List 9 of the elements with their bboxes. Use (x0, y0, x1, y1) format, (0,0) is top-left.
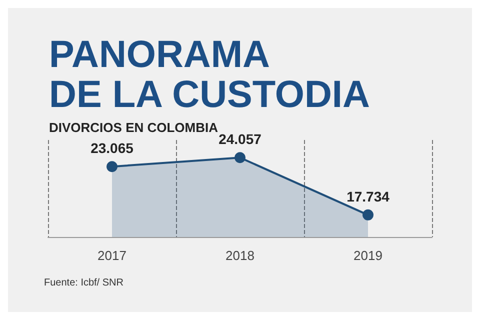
x-tick-label: 2018 (226, 248, 254, 263)
x-tick-label: 2019 (354, 248, 382, 263)
chart-subtitle: DIVORCIOS EN COLOMBIA (49, 120, 219, 135)
x-tick-label: 2017 (98, 248, 126, 263)
chart-title: PANORAMA DE LA CUSTODIA (49, 34, 370, 116)
data-label: 17.734 (346, 188, 390, 204)
data-label: 24.057 (218, 131, 262, 148)
data-label: 23.065 (90, 140, 134, 156)
source-note: Fuente: Icbf/ SNR (44, 278, 124, 288)
